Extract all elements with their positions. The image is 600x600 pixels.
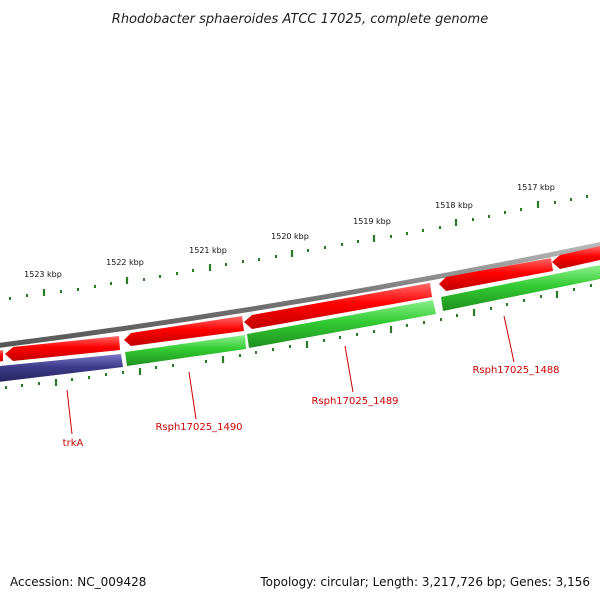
leader-line: [503, 315, 515, 363]
tick-label-1522: 1522 kbp: [106, 258, 144, 267]
tick-label-1521: 1521 kbp: [189, 246, 227, 255]
leader-line: [188, 371, 197, 420]
tick-label-1520: 1520 kbp: [271, 232, 309, 241]
inner-dots: [5, 284, 592, 389]
tick-label-1523: 1523 kbp: [24, 270, 62, 279]
gene-label-Rsph17025-1488[interactable]: Rsph17025_1488: [472, 365, 559, 376]
cds-feature-red: [124, 316, 244, 346]
inner-tick-ring: [5, 284, 592, 389]
tick-label-1518: 1518 kbp: [435, 201, 473, 210]
genome-summary-text: Topology: circular; Length: 3,217,726 bp…: [260, 575, 590, 589]
gene-labels: [66, 315, 515, 435]
cds-feature-green: [441, 265, 600, 311]
outer-dots: [9, 195, 588, 300]
tick-label-1517: 1517 kbp: [517, 183, 555, 192]
cds-feature-red: [439, 258, 553, 291]
cds-feature-green: [247, 300, 436, 348]
cds-feature-red: [0, 350, 3, 362]
cds-feature-red: [5, 336, 120, 361]
outer-tick-ring: 1523 kbp 1522 kbp 1521 kbp 1520 kbp 1519…: [9, 183, 588, 300]
accession-text: Accession: NC_009428: [10, 575, 147, 589]
leader-line: [344, 345, 354, 393]
genome-backbone: [0, 242, 600, 348]
cds-track-red: [0, 246, 600, 362]
cds-track-forward: [0, 265, 600, 382]
inner-major-ticks: [54, 291, 559, 386]
leader-line: [66, 389, 73, 435]
cds-feature-red: [552, 246, 600, 269]
cds-feature-purple: [0, 354, 123, 382]
map-title: Rhodobacter sphaeroides ATCC 17025, comp…: [112, 12, 488, 27]
cds-feature-green: [125, 335, 246, 366]
outer-major-ticks: [42, 201, 540, 296]
tick-label-1519: 1519 kbp: [353, 217, 391, 226]
gene-label-Rsph17025-1490[interactable]: Rsph17025_1490: [155, 422, 242, 433]
gene-label-trkA[interactable]: trkA: [63, 438, 84, 449]
cds-feature-red: [244, 283, 432, 329]
gene-label-Rsph17025-1489[interactable]: Rsph17025_1489: [311, 396, 398, 407]
